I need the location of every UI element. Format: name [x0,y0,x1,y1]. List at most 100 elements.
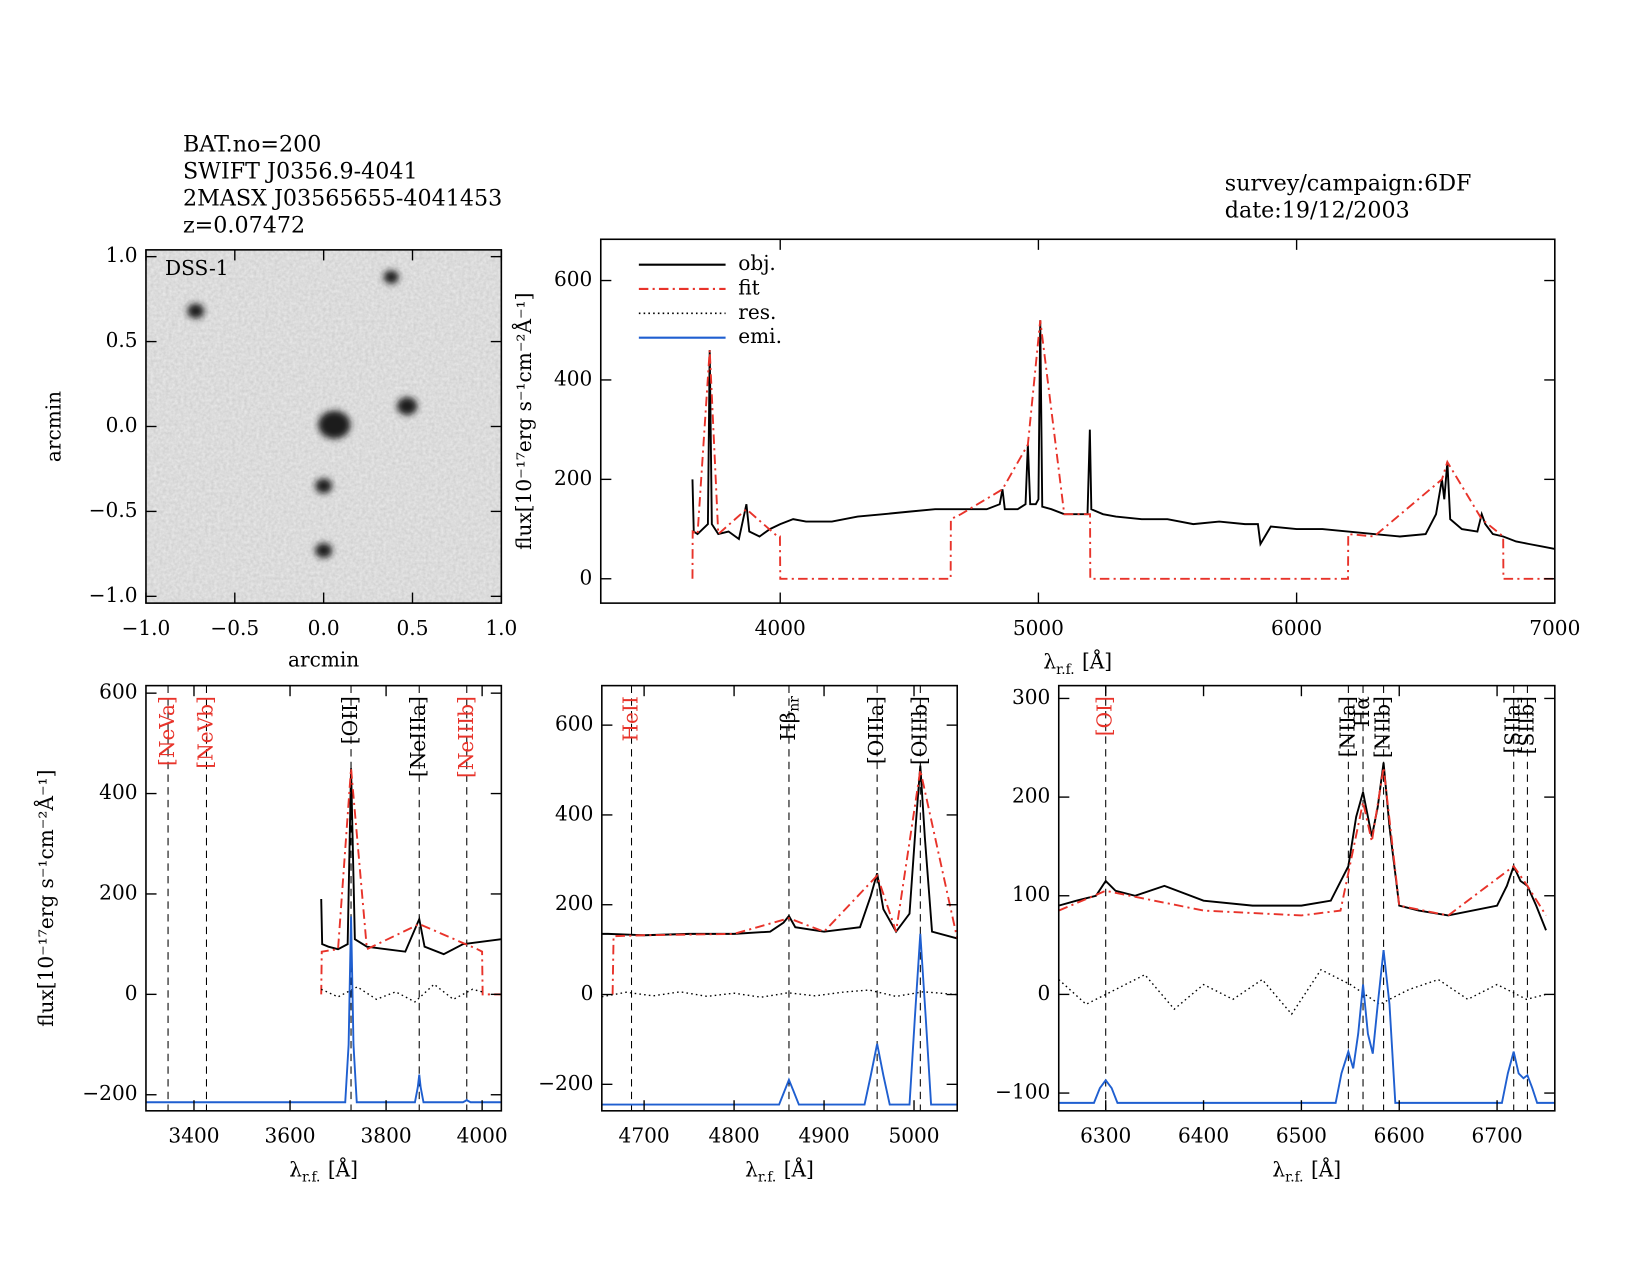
line-label: Hα [1350,696,1374,728]
legend-label: emi. [738,324,782,348]
series-line [691,320,1555,580]
line-label-text: [NeVa] [155,696,179,766]
line-label-text: [SIIa] [1500,696,1524,753]
line-label-text: [OI] [1092,696,1116,736]
x-axis-label: λr.f. [Å] [1043,649,1112,678]
frame [599,238,1556,604]
x-tick-label: 6500 [1276,1124,1327,1148]
panel: [NeVa] [NeVb] [OII] [NeIIIa] [NeIIIb] 3400 360… [33,680,508,1186]
line-label: Hβnr [775,696,801,741]
x-tick-label: 4000 [755,616,806,640]
y-tick-label: 200 [99,880,137,904]
x-tick-label: 4800 [709,1124,760,1148]
plot-area [145,249,502,604]
line-label: [NeVa] [155,696,179,766]
line-label: HeII [618,696,642,741]
legend-label: fit [738,275,759,299]
source [315,478,333,494]
series-line [691,320,1555,550]
y-tick-label: −200 [82,1081,137,1105]
y-tick-label: 0 [125,981,138,1005]
x-tick-label: 6400 [1178,1124,1229,1148]
x-tick-label: 5000 [888,1124,939,1148]
y-tick-label: 600 [99,680,137,704]
source [397,397,418,415]
panel: 4000 5000 6000 7000 0 200 400 600 λr.f. [Å] flux[1… [511,238,1580,678]
series-line [1058,949,1555,1104]
panel: [OI] [NIIa]Hα[NIIb] [SIIa][SIIb] 6300 6400 65… [995,684,1556,1186]
line-label: [SIIb] [1514,696,1538,754]
x-tick-label: 6700 [1472,1124,1523,1148]
legend-label: res. [738,300,776,324]
x-tick-label: 7000 [1529,616,1580,640]
x-axis-label: λr.f. [Å] [745,1156,814,1185]
series-line [320,983,483,1003]
source [383,270,399,284]
panel: HeII Hβnr [OIIIa] [OIIIb] 4700 4800 4900 5000 −2… [538,684,959,1186]
line-label: [NeIIIb] [453,696,477,778]
x-axis-unit: [Å] [1311,1156,1341,1181]
line-label-text: [OII] [338,696,362,744]
y-tick-label: 400 [99,780,137,804]
x-axis-sub: r.f. [1285,1170,1303,1186]
plot-area [691,320,1555,580]
plot-area [145,685,502,1111]
source [187,303,205,319]
x-axis-sub: r.f. [1056,662,1074,678]
y-tick-label: 200 [554,466,592,490]
x-axis-label: arcmin [288,648,359,672]
header-line: date:19/12/2003 [1225,198,1410,224]
y-tick-label: 400 [555,801,593,825]
line-label-text: [SIIb] [1514,696,1538,754]
x-tick-label: 4700 [619,1124,670,1148]
series-line [320,768,502,956]
x-axis-label: λr.f. [Å] [1272,1156,1341,1185]
x-tick-label: 3400 [168,1124,219,1148]
header-line: BAT.no=200 [183,131,321,157]
y-tick-label: −0.5 [89,498,138,522]
series-line [601,933,958,1106]
header-line: survey/campaign:6DF [1225,171,1472,197]
series-line [611,769,958,995]
x-axis-sub: r.f. [758,1170,776,1186]
y-axis-label: arcmin [42,391,66,462]
series-line [145,916,502,1104]
series-line [1058,968,1547,1016]
line-label: [NIIb] [1370,696,1394,758]
y-tick-label: 200 [555,891,593,915]
x-tick-label: −1.0 [122,616,171,640]
line-label-text: HeII [618,696,642,741]
line-label-text: [NIIa] [1335,696,1359,757]
line-label: [NIIa] [1335,696,1359,757]
x-tick-label: 4900 [799,1124,850,1148]
x-tick-label: 4000 [457,1124,508,1148]
header-line: 2MASX J03565655-4041453 [183,185,502,211]
frame [1057,684,1556,1112]
y-tick-label: −1.0 [89,583,138,607]
source [315,543,333,558]
y-tick-label: 0 [581,981,594,1005]
line-label: [NeIIIa] [406,696,430,777]
series-line [320,768,502,996]
frame [601,684,959,1112]
line-label: [OIIIa] [864,696,888,764]
series-line [1058,762,1547,931]
line-label-text: Hα [1350,696,1374,728]
line-label-text: [OIIIa] [864,696,888,764]
line-label-text: [NeIIIa] [406,696,430,777]
header-line: SWIFT J0356.9-4041 [183,158,418,184]
y-tick-label: 1.0 [106,243,138,267]
line-label: [SIIa] [1500,696,1524,753]
frame [145,684,503,1112]
inset-label: DSS-1 [165,256,229,280]
series-line [601,989,958,998]
y-tick-label: 300 [1012,685,1050,709]
line-label-text: [NeIIIb] [453,696,477,778]
y-tick-label: −200 [538,1071,593,1095]
x-tick-label: 0.0 [308,616,340,640]
y-tick-label: 0 [580,565,593,589]
source [318,410,351,439]
x-tick-label: 6300 [1080,1124,1131,1148]
